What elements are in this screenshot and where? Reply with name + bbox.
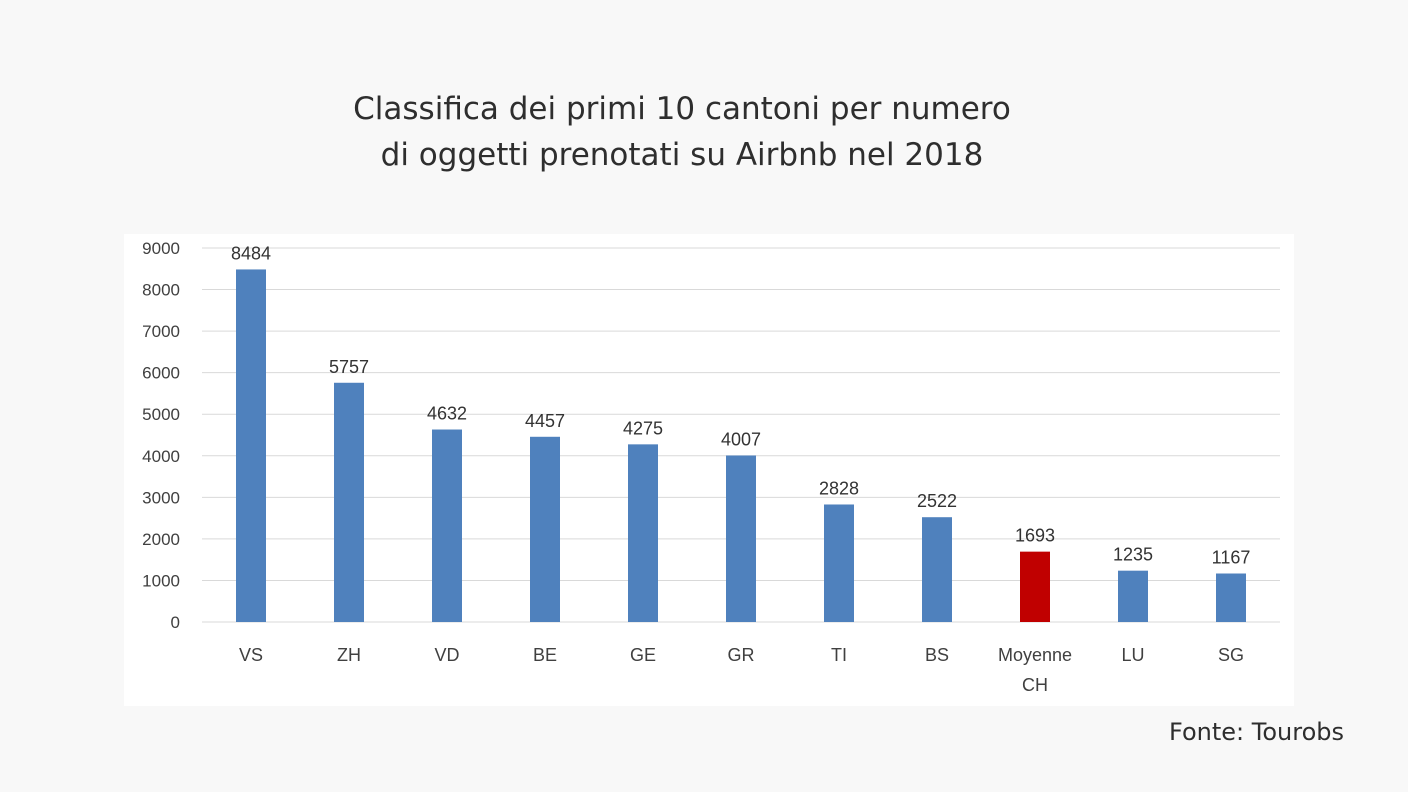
bar [530,436,560,622]
data-label: 4275 [623,418,663,438]
y-tick-label: 2000 [142,530,180,549]
bar [334,382,364,622]
x-tick-label: TI [831,645,847,665]
bar [1118,570,1148,622]
chart-title: Classifica dei primi 10 cantoni per nume… [0,86,1364,178]
y-tick-label: 9000 [142,239,180,258]
x-tick-label: ZH [337,645,361,665]
x-tick-label: GE [630,645,656,665]
y-tick-label: 7000 [142,322,180,341]
bar [628,444,658,622]
x-tick-label: VD [434,645,459,665]
y-tick-label: 0 [171,613,180,632]
bar [236,269,266,622]
chart-title-line-2: di oggetti prenotati su Airbnb nel 2018 [380,137,984,173]
x-tick-label: VS [239,645,263,665]
x-tick-label: BE [533,645,557,665]
y-tick-label: 8000 [142,281,180,300]
x-tick-label: LU [1121,645,1144,665]
data-label: 4007 [721,429,761,449]
data-label: 8484 [231,243,271,263]
y-tick-label: 4000 [142,447,180,466]
y-tick-label: 6000 [142,364,180,383]
x-tick-label: CH [1022,675,1048,695]
data-label: 1693 [1015,526,1055,546]
data-label: 2522 [917,491,957,511]
y-tick-label: 3000 [142,488,180,507]
data-label: 4457 [525,411,565,431]
data-label: 4632 [427,404,467,424]
bar-highlight [1020,551,1050,622]
bar [922,517,952,622]
bar [726,455,756,622]
bar [432,429,462,622]
chart-title-line-1: Classifica dei primi 10 cantoni per nume… [353,91,1011,127]
x-tick-label: GR [728,645,755,665]
data-label: 1167 [1212,548,1251,568]
data-label: 2828 [819,478,859,498]
data-label: 1235 [1113,545,1153,565]
x-tick-label: Moyenne [998,645,1072,665]
source-credit: Fonte: Tourobs [1169,718,1344,746]
y-tick-label: 5000 [142,405,180,424]
bar [1216,573,1246,622]
x-tick-label: BS [925,645,949,665]
bar-chart: 0 1000 2000 3000 4000 5000 6000 7000 8000 9000 848… [142,239,1280,695]
y-tick-label: 1000 [142,571,180,590]
data-label: 5757 [329,357,369,377]
chart-area: 0 1000 2000 3000 4000 5000 6000 7000 8000 9000 848… [124,234,1294,706]
x-tick-label: SG [1218,645,1244,665]
bar [824,504,854,622]
